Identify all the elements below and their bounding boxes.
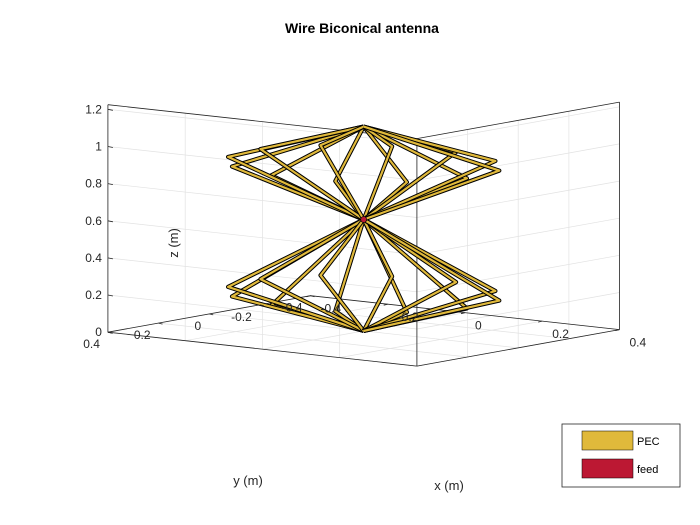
x-tick-2: [460, 312, 466, 315]
lower-cone-wire-6-conductor: [259, 218, 365, 332]
y-tick-3: [158, 322, 163, 325]
x-tick-0: [306, 295, 311, 298]
lower-cone-wire-5: [226, 217, 365, 333]
lower-cone-wire-11: [362, 217, 502, 333]
legend-label-pec: PEC: [637, 436, 660, 448]
grid-back-z-5: [107, 146, 417, 181]
z-tick-5: [107, 146, 113, 148]
lower-cone-wire-7: [318, 218, 366, 333]
z-tick-4: [107, 183, 113, 185]
grid-floor-x-3: [339, 320, 543, 358]
z-tick-label-4: 0.8: [85, 177, 102, 191]
upper-cone-wire-10-conductor: [363, 125, 497, 221]
z-tick-label-2: 0.4: [85, 251, 102, 265]
y-axis-label: y (m): [233, 473, 263, 488]
upper-cone-wire-8: [361, 124, 395, 221]
chart-title: Wire Biconical antenna: [285, 20, 439, 36]
upper-cone-wire-7-conductor: [319, 125, 365, 221]
x-tick-3: [538, 320, 543, 323]
z-tick-label-6: 1.2: [85, 102, 102, 116]
x-tick-1: [383, 303, 388, 306]
legend-label-feed: feed: [637, 464, 658, 476]
grid-side-z-5: [416, 143, 620, 181]
y-tick-label-1: -0.2: [231, 310, 252, 324]
box-edge-back-top: [107, 104, 417, 139]
z-tick-label-0: 0: [95, 325, 102, 339]
z-tick-3: [107, 220, 113, 223]
feed-point: [360, 216, 368, 223]
box-edge-back-bottom: [107, 331, 417, 367]
y-tick-1: [259, 304, 264, 307]
x-tick-label-1: -0.2: [398, 310, 419, 324]
grid-side-z-1: [416, 292, 620, 330]
x-tick-4: [615, 329, 620, 331]
box-edge-side-top: [416, 101, 620, 139]
upper-cone-wire-11: [362, 124, 502, 222]
z-tick-1: [107, 294, 113, 297]
legend-swatch-feed: [581, 458, 634, 479]
upper-cone-wire-8-conductor: [362, 125, 394, 220]
grid-side-z-6: [416, 106, 620, 144]
lower-cone-wire-11-conductor: [363, 218, 501, 332]
lower-cone-wire-5-conductor: [227, 218, 365, 332]
upper-cone-wire-4-conductor: [230, 125, 365, 221]
x-axis-line: [310, 295, 620, 330]
axis-tick-labels: 0 0.2 0.4 0.6 0.8 1 1.2 -0.4 -0.2 0 0.2 0.4 -0.4 -0.2…: [83, 102, 646, 351]
x-axis-label: x (m): [434, 478, 464, 493]
x-tick-label-2: 0: [475, 319, 482, 333]
antenna-wireframe: [226, 124, 502, 333]
grid-back-z-2: [107, 257, 417, 293]
y-tick-label-3: 0.2: [134, 328, 151, 342]
legend-swatch-pec: [581, 430, 634, 451]
y-tick-2: [209, 313, 214, 316]
axis-ticks: [107, 108, 620, 334]
z-tick-2: [107, 257, 113, 260]
grid-side-z-3: [416, 217, 620, 256]
lower-cone-wire-6: [258, 217, 365, 333]
upper-cone-wire-10: [362, 124, 498, 222]
z-tick-label-5: 1: [95, 140, 102, 154]
x-tick-label-0: -0.4: [321, 302, 342, 316]
upper-cone-wire-6: [258, 124, 365, 222]
grid-back-z-3: [107, 220, 417, 256]
legend: PEC feed: [561, 423, 681, 488]
x-tick-label-4: 0.4: [630, 336, 647, 350]
lower-cone-wire-7-conductor: [319, 218, 365, 332]
z-tick-label-3: 0.6: [85, 214, 102, 228]
grid-side-z-4: [416, 180, 620, 218]
grid-back-z-6: [107, 108, 417, 144]
lower-cone-wire-8: [361, 218, 395, 332]
upper-cone-wire-7: [318, 124, 366, 221]
z-axis-label: z (m): [166, 228, 181, 258]
y-tick-4: [107, 331, 112, 334]
grid-floor-y-3: [158, 322, 468, 358]
y-tick-label-4: 0.4: [83, 337, 100, 351]
upper-cone-wire-11-conductor: [363, 125, 501, 221]
z-tick-6: [107, 108, 113, 111]
x-tick-label-3: 0.2: [552, 327, 569, 341]
box-edge-side-bottom: [416, 329, 620, 367]
z-tick-label-1: 0.2: [85, 288, 102, 302]
y-tick-label-0: -0.4: [282, 301, 303, 315]
y-tick-label-2: 0: [195, 319, 202, 333]
y-tick-0: [310, 295, 315, 298]
upper-cone-wire-4: [229, 124, 365, 222]
upper-cone-wire-6-conductor: [259, 125, 365, 221]
lower-cone-wire-8-conductor: [362, 219, 394, 332]
